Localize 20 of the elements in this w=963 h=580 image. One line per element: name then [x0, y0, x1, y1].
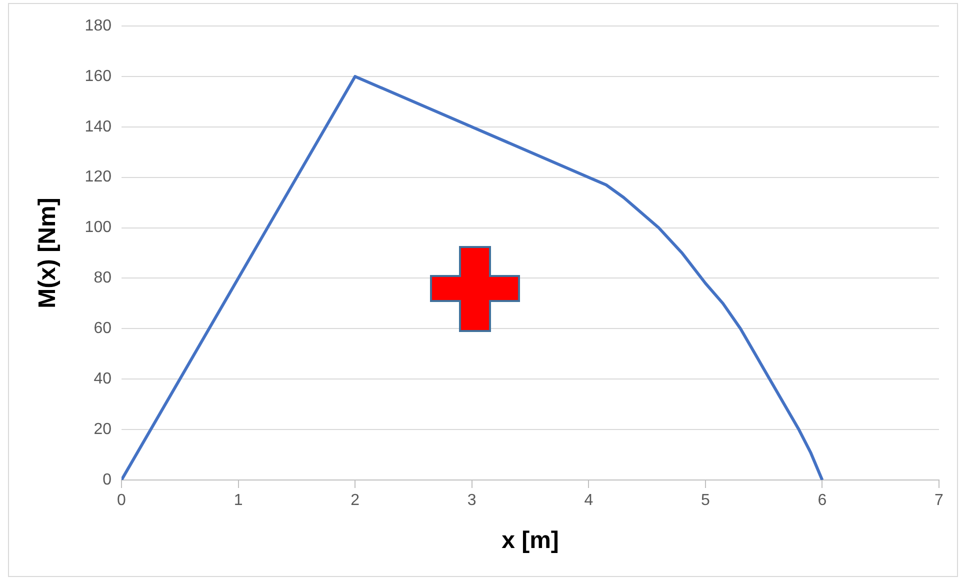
y-tick-label: 60 — [94, 320, 112, 338]
y-tick-label: 80 — [94, 270, 112, 287]
y-tick-label: 20 — [94, 420, 112, 438]
x-tick-label: 2 — [350, 492, 360, 510]
y-tick-label: 140 — [84, 118, 112, 136]
x-tick-label: 4 — [584, 492, 594, 510]
y-axis-title: M(x) [Nm] — [34, 198, 62, 308]
y-tick-label: 0 — [102, 471, 112, 488]
y-tick-label: 120 — [84, 168, 112, 186]
x-tick-label: 1 — [234, 492, 243, 510]
y-tick-label: 160 — [84, 68, 112, 85]
y-tick-label: 180 — [84, 17, 112, 34]
x-tick-label: 0 — [117, 492, 126, 510]
y-tick-label: 40 — [94, 370, 112, 388]
y-tick-label: 100 — [84, 219, 112, 236]
x-axis-title: x [m] — [502, 527, 559, 554]
x-tick-label: 7 — [934, 492, 944, 510]
x-tick-label: 6 — [818, 492, 827, 510]
x-tick-label: 3 — [467, 492, 476, 510]
x-tick-label: 5 — [700, 492, 710, 510]
